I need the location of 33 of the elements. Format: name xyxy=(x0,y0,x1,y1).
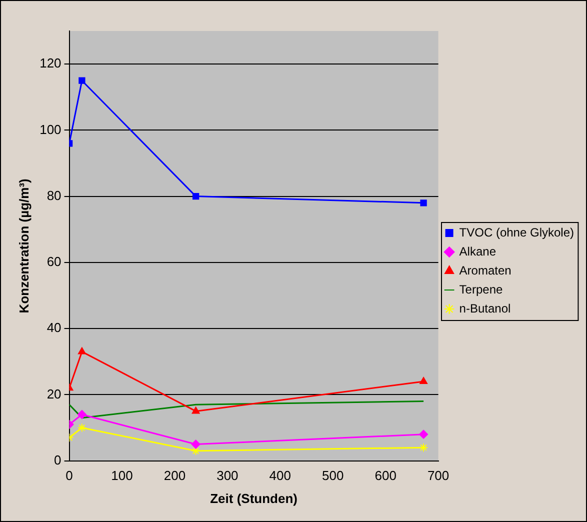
x-tick-label: 100 xyxy=(111,468,133,484)
point xyxy=(191,440,200,449)
x-tick-label: 300 xyxy=(216,468,238,484)
point xyxy=(419,443,428,452)
point xyxy=(192,192,200,200)
legend-label: TVOC (ohne Glykole) xyxy=(459,225,574,240)
y-tick-label: 120 xyxy=(40,56,62,71)
x-tick-label: 600 xyxy=(374,468,396,484)
point xyxy=(192,406,200,414)
legend-label: Terpene xyxy=(459,282,503,296)
y-tick-label: 40 xyxy=(46,320,62,336)
y-tick-label: 20 xyxy=(46,386,62,402)
x-tick-label: 700 xyxy=(427,468,450,484)
y-tick-label: 100 xyxy=(40,122,62,137)
y-tick-label: 80 xyxy=(46,188,62,203)
legend-label: Alkane xyxy=(459,244,496,258)
point xyxy=(420,376,428,384)
y-tick-label: 60 xyxy=(46,254,62,270)
x-axis-title: Zeit (Stunden) xyxy=(210,490,298,506)
point xyxy=(420,200,427,206)
y-axis-title: Konzentration (µg/m³) xyxy=(16,178,32,314)
point xyxy=(77,423,86,432)
x-tick-label: 400 xyxy=(269,468,292,484)
legend-label: Aromaten xyxy=(459,263,512,278)
point xyxy=(78,77,86,84)
y-tick-label: 0 xyxy=(54,452,62,468)
x-tick-label: 200 xyxy=(164,468,186,484)
point xyxy=(78,347,86,354)
point xyxy=(77,410,86,420)
point xyxy=(419,430,428,439)
legend-label: n-Butanol xyxy=(459,301,511,316)
x-tick-label: 0 xyxy=(66,468,73,484)
x-tick-label: 500 xyxy=(322,468,344,484)
